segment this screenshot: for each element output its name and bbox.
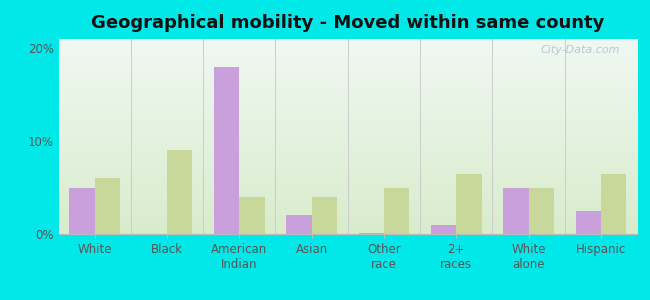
Bar: [456, 174, 482, 234]
Bar: [575, 211, 601, 234]
Bar: [95, 178, 120, 234]
Bar: [359, 233, 384, 234]
Title: Geographical mobility - Moved within same county: Geographical mobility - Moved within sam…: [91, 14, 604, 32]
Bar: [286, 215, 311, 234]
Bar: [70, 188, 95, 234]
Text: City-Data.com: City-Data.com: [540, 45, 619, 55]
Bar: [503, 188, 528, 234]
Bar: [167, 150, 192, 234]
Bar: [239, 197, 265, 234]
Bar: [384, 188, 410, 234]
Bar: [311, 197, 337, 234]
Bar: [601, 174, 626, 234]
Bar: [431, 225, 456, 234]
Bar: [528, 188, 554, 234]
Bar: [214, 67, 239, 234]
